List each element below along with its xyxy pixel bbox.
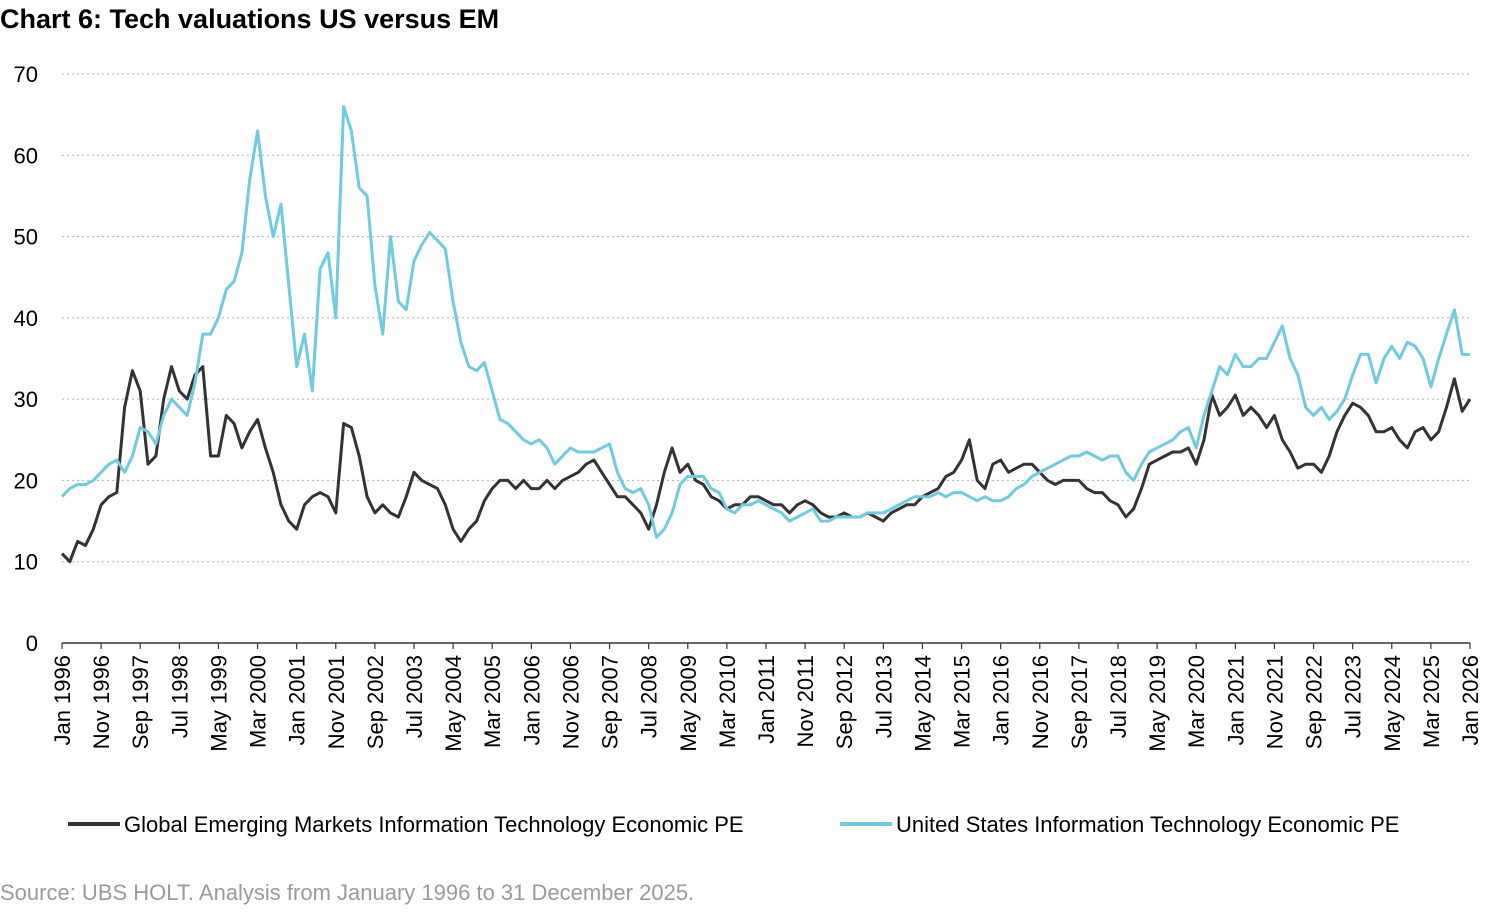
x-tick-label: Mar 2000 <box>246 655 271 748</box>
x-tick-label: Mar 2005 <box>480 655 505 748</box>
x-tick-label: Sep 2017 <box>1067 655 1092 749</box>
x-tick-label: Mar 2020 <box>1184 655 1209 748</box>
x-tick-label: Mar 2010 <box>715 655 740 748</box>
x-tick-label: Jan 2001 <box>285 655 310 746</box>
x-tick-label: May 2009 <box>676 655 701 752</box>
x-tick-label: May 2004 <box>441 655 466 752</box>
x-tick-label: Nov 2016 <box>1028 655 1053 749</box>
x-tick-label: Nov 2011 <box>793 655 818 748</box>
x-tick-label: Sep 2002 <box>363 655 388 749</box>
y-tick-label: 70 <box>14 62 38 87</box>
x-tick-label: Nov 2001 <box>324 655 349 749</box>
chart-title: Chart 6: Tech valuations US versus EM <box>0 4 499 34</box>
x-tick-label: Jul 2008 <box>637 655 662 738</box>
legend-label: Global Emerging Markets Information Tech… <box>124 812 744 837</box>
y-tick-label: 30 <box>14 387 38 412</box>
y-tick-label: 20 <box>14 468 38 493</box>
x-tick-label: May 2019 <box>1145 655 1170 752</box>
x-tick-label: Nov 2006 <box>558 655 583 749</box>
source-note: Source: UBS HOLT. Analysis from January … <box>0 880 694 905</box>
x-tick-label: Mar 2015 <box>950 655 975 748</box>
x-tick-label: Jan 2006 <box>519 655 544 746</box>
x-tick-label: May 1999 <box>206 655 231 752</box>
x-tick-label: Sep 2022 <box>1302 655 1327 749</box>
series-line <box>60 105 1470 539</box>
series-line <box>60 365 1472 564</box>
x-tick-label: Jul 2018 <box>1106 655 1131 738</box>
x-tick-label: Jan 2021 <box>1223 655 1248 746</box>
x-tick-label: Jul 2023 <box>1341 655 1366 738</box>
x-tick-label: May 2014 <box>910 655 935 752</box>
x-tick-label: Jul 2003 <box>402 655 427 738</box>
x-tick-label: Nov 2021 <box>1262 655 1287 749</box>
y-tick-label: 50 <box>14 225 38 250</box>
x-tick-label: Sep 2012 <box>832 655 857 749</box>
y-tick-label: 10 <box>14 550 38 575</box>
x-tick-label: Jul 1998 <box>167 655 192 738</box>
x-tick-label: Nov 1996 <box>89 655 114 749</box>
x-tick-label: Jan 2026 <box>1458 655 1483 746</box>
legend-label: United States Information Technology Eco… <box>896 812 1399 837</box>
x-tick-label: Jan 1996 <box>50 655 75 746</box>
y-tick-label: 60 <box>14 143 38 168</box>
x-tick-label: May 2024 <box>1380 655 1405 752</box>
y-tick-label: 40 <box>14 306 38 331</box>
x-tick-label: Sep 2007 <box>598 655 623 749</box>
x-tick-label: Jul 2013 <box>871 655 896 738</box>
x-tick-label: Mar 2025 <box>1419 655 1444 748</box>
y-tick-label: 0 <box>26 631 38 656</box>
x-tick-label: Sep 1997 <box>128 655 153 749</box>
x-tick-label: Jan 2011 <box>754 655 779 744</box>
x-tick-label: Jan 2016 <box>989 655 1014 746</box>
